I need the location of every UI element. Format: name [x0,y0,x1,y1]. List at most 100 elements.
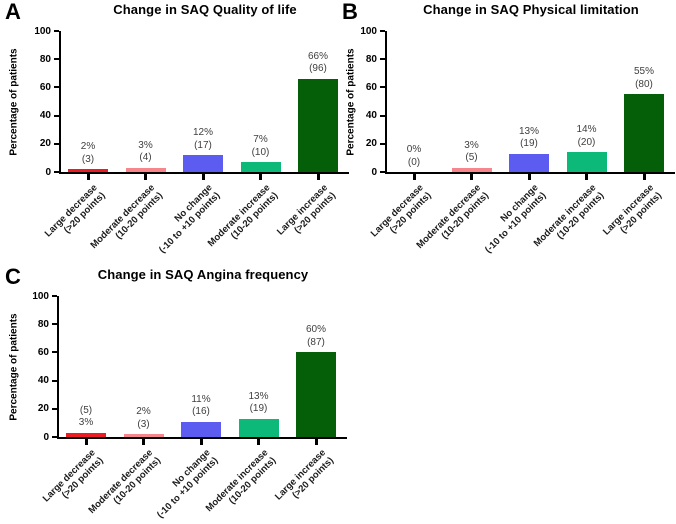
bar-value-line: (4) [139,152,152,164]
x-tick [257,439,260,445]
x-tick [201,174,205,180]
bar-value-label: 3% (4) [114,140,178,165]
bar-value-label: 13% (19) [227,391,291,416]
y-tick-label: 0 [43,431,49,443]
bar-value-line: (0) [407,156,421,168]
bar-value-label: 60% (87) [284,324,348,349]
panel-letter-c: C [5,264,21,289]
y-tick [380,114,385,117]
y-tick [52,407,57,410]
bar [509,153,549,172]
bar-value-line: 3% [78,417,94,429]
x-tick [259,174,262,180]
x-tick [642,174,646,180]
bar-value-line: 13% [248,390,269,402]
y-tick [54,114,59,117]
y-tick [52,379,57,382]
bar-value-line: 60% [305,324,326,336]
x-tick [86,174,90,180]
x-tick [144,174,147,180]
bar-value-line: 0% [406,144,422,155]
bar-value-label: 11% (16) [169,394,233,419]
y-tick-label: 40 [39,110,51,122]
bar-value-label: 55% (80) [612,66,676,91]
y-tick [380,142,385,145]
bar-value-line: 11% [191,393,211,405]
bar [296,352,336,437]
bar-value-label: 12% (17) [171,127,235,152]
bar [238,418,279,437]
bar-value-line: (3) [81,153,95,165]
y-tick-label: 80 [365,53,377,65]
bar-value-label: 0% (0) [382,144,446,169]
bar-value-line: (20) [577,136,596,148]
y-tick-label: 100 [34,25,51,37]
panel-b: B Change in SAQ Physical limitation Perc… [337,0,676,265]
bar-value-label: (5) 3% [54,405,118,430]
y-tick [380,30,385,32]
y-tick-label: 80 [39,53,51,65]
bar-value-line: (5) [79,404,93,416]
bar-value-label: 14% (20) [555,124,619,149]
bar [123,434,164,437]
y-tick [54,86,59,89]
y-tick [380,58,385,61]
bar-value-line: 55% [633,66,654,78]
x-tick [142,439,145,445]
bar-value-label: 3% (5) [440,140,504,165]
bar-value-line: (10) [251,146,270,158]
x-tick [412,174,416,180]
y-tick [54,142,59,145]
y-tick-label: 80 [37,318,49,330]
y-tick-label: 100 [360,25,377,37]
plot-area-a: 0 20 40 60 80 100 2% (3) 3% (4) 12% (17) 7% (10) 66% (9… [34,26,350,180]
y-tick-label: 100 [32,290,49,302]
x-tick [314,439,318,445]
x-tick [84,439,88,445]
y-tick-label: 20 [39,138,51,150]
bar-value-line: 14% [576,124,597,136]
bar-value-line: (5) [465,152,478,164]
x-category-label: Large increase (>20 points) [275,182,338,245]
y-tick [52,323,57,326]
panel-a: A Change in SAQ Quality of life Percenta… [0,0,349,265]
bar [68,169,108,172]
chart-title-a: Change in SAQ Quality of life [113,2,297,17]
bar [298,78,338,172]
x-category-label: Large increase (>20 points) [601,182,664,245]
bar-value-line: 3% [464,139,479,151]
y-tick-label: 40 [37,375,49,387]
y-tick [52,295,57,297]
bar-value-label: 2% (3) [112,406,176,431]
bar-value-line: 66% [307,50,328,62]
y-tick-label: 60 [39,81,51,93]
y-tick [52,436,57,438]
chart-title-c: Change in SAQ Angina frequency [97,267,309,282]
x-tick [316,174,320,180]
y-tick-label: 0 [45,166,51,178]
y-tick-label: 40 [365,110,377,122]
plot-area-b: 0 20 40 60 80 100 0% (0) 3% (5) 13% (19) 14% (20) 55%(… [360,26,676,180]
bar-value-line: (80) [635,78,653,90]
bar-value-line: (87) [307,336,325,348]
bar [66,432,106,437]
y-tick [54,30,59,32]
bar-value-line: (19) [520,138,538,150]
bar-value-label: 2% (3) [56,141,120,166]
y-tick-label: 20 [365,138,377,150]
panel-letter-b: B [342,0,358,24]
bar [451,167,492,172]
bar-value-line: 2% [80,141,96,153]
bar [566,152,607,172]
bar-value-label: 66% (96) [286,51,350,76]
x-category-label: Large increase (>20 points) [273,447,336,510]
chart-title-b: Change in SAQ Physical limitation [423,2,639,17]
y-axis-title-a: Percentage of patients [8,47,20,156]
bar [183,155,223,172]
bar [240,162,281,172]
bar-value-label: 13% (19) [497,126,561,151]
bar-value-line: 2% [136,406,151,418]
bar-value-line: 7% [253,134,268,146]
x-tick [199,439,203,445]
bar-value-line: (17) [194,139,212,151]
